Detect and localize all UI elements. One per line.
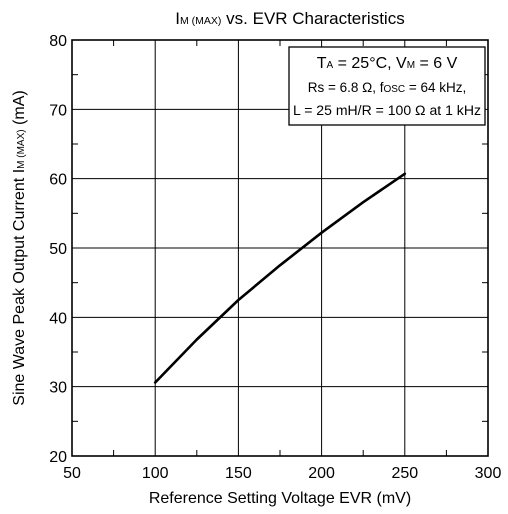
y-tick-label: 70	[49, 102, 67, 119]
title-subscript: M (MAX)	[180, 15, 221, 27]
x-tick-label: 100	[142, 465, 169, 482]
annotation-line-2: Rs = 6.8 Ω, fOSC = 64 kHz,	[308, 80, 467, 95]
y-tick-label: 40	[49, 310, 67, 327]
series-group	[153, 172, 407, 384]
annotation-line-3: L = 25 mH/R = 100 Ω at 1 kHz	[293, 103, 481, 118]
x-axis-label: Reference Setting Voltage EVR (mV)	[149, 490, 411, 507]
x-tick-label: 300	[475, 465, 502, 482]
title-main: I	[175, 9, 180, 28]
annotation-frame	[288, 46, 486, 126]
y-tick-label: 80	[49, 33, 67, 50]
x-tick-label: 200	[308, 465, 335, 482]
x-tick-label: 150	[225, 465, 252, 482]
chart-title: IM (MAX) vs. EVR Characteristics	[175, 9, 404, 28]
series-line	[153, 172, 407, 384]
y-axis-label: Sine Wave Peak Output Current IM (MAX) (…	[11, 90, 28, 405]
tick-labels: 50 100 150 200 250 300 20 30 40 50 60 70 80	[49, 33, 501, 482]
annotation-line-1: TA = 25°C, VM = 6 V	[317, 55, 458, 72]
y-tick-label: 20	[49, 449, 67, 466]
y-tick-label: 60	[49, 172, 67, 189]
x-tick-label: 50	[63, 465, 81, 482]
title-rest: vs. EVR Characteristics	[221, 9, 404, 28]
ticks	[72, 40, 488, 456]
x-tick-label: 250	[391, 465, 418, 482]
y-tick-label: 50	[49, 241, 67, 258]
y-tick-label: 30	[49, 380, 67, 397]
plot-frame	[71, 39, 489, 457]
grid	[72, 40, 488, 456]
annotation-box: TA = 25°C, VM = 6 V Rs = 6.8 Ω, fOSC = 6…	[288, 46, 486, 126]
